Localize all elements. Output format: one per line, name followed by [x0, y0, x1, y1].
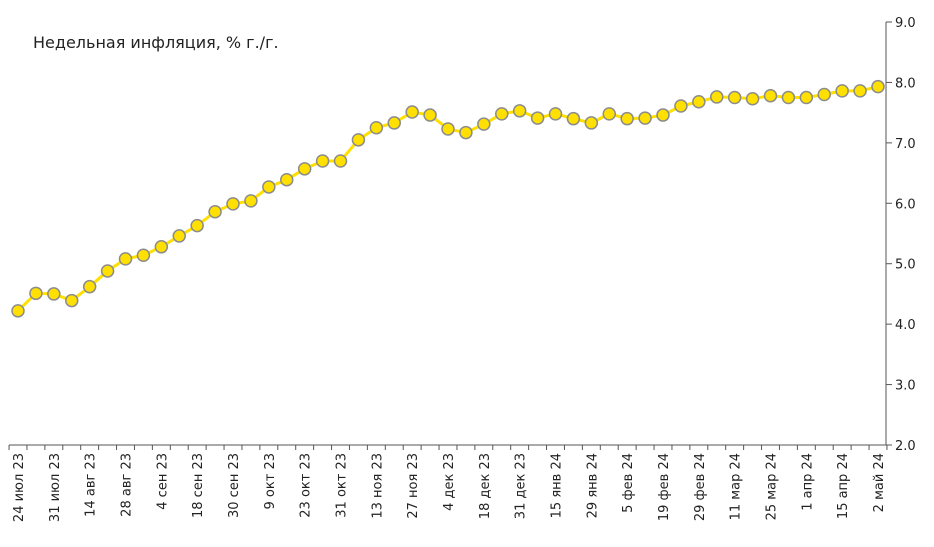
y-tick-label: 9.0 [895, 16, 916, 31]
x-tick-label: 24 июл 23 [12, 453, 27, 522]
marker [118, 252, 133, 266]
marker [11, 304, 25, 318]
x-tick-label: 15 апр 24 [836, 453, 851, 519]
marker [190, 218, 204, 233]
marker [853, 84, 867, 98]
marker [799, 90, 814, 105]
x-tick-label: 14 авг 23 [84, 453, 99, 517]
x-tick-label: 2 май 24 [872, 453, 887, 512]
y-tick-label: 5.0 [895, 258, 916, 273]
x-tick-label: 4 сен 23 [155, 453, 170, 510]
marker [763, 88, 778, 103]
marker [297, 162, 312, 176]
marker [172, 229, 186, 243]
marker [727, 90, 742, 105]
marker [82, 279, 97, 294]
chart-title: Недельная инфляция, % г./г. [33, 33, 279, 52]
marker [226, 197, 240, 211]
x-tick-label: 15 янв 24 [550, 453, 565, 518]
marker [244, 194, 258, 208]
marker [692, 95, 706, 109]
x-tick-label: 27 ноя 23 [406, 453, 421, 519]
marker [745, 91, 760, 106]
x-tick-label: 19 фев 24 [657, 453, 672, 521]
x-tick-label: 29 янв 24 [585, 453, 600, 518]
x-tick-label: 1 апр 24 [800, 453, 815, 511]
y-tick-label: 8.0 [895, 76, 916, 91]
x-tick-label: 23 окт 23 [299, 453, 314, 518]
marker [781, 90, 796, 105]
marker [710, 90, 724, 104]
marker [423, 108, 437, 122]
marker [47, 287, 61, 301]
marker [136, 248, 151, 263]
marker [369, 121, 384, 135]
marker [871, 79, 885, 94]
x-tick-label: 4 дек 23 [442, 453, 457, 511]
marker [315, 154, 330, 168]
marker [65, 293, 79, 308]
marker [262, 180, 276, 194]
x-tick-label: 25 мар 24 [765, 453, 780, 520]
marker [495, 107, 509, 121]
x-tick-label: 13 ноя 23 [370, 453, 385, 519]
x-tick-label: 18 дек 23 [478, 453, 493, 519]
marker [817, 87, 831, 102]
x-tick-label: 31 дек 23 [514, 453, 529, 519]
marker [441, 122, 455, 136]
x-tick-label: 5 фев 24 [621, 453, 636, 513]
marker [584, 116, 599, 130]
y-tick-label: 3.0 [895, 379, 916, 394]
x-tick-label: 30 сен 23 [227, 453, 242, 518]
x-tick-label: 31 окт 23 [335, 453, 350, 518]
y-tick-label: 6.0 [895, 197, 916, 212]
x-tick-label: 9 окт 23 [263, 453, 278, 509]
marker [512, 104, 527, 118]
marker [387, 116, 401, 130]
x-tick-label: 29 фев 24 [693, 453, 708, 521]
y-tick-label: 2.0 [895, 439, 916, 454]
marker [620, 111, 634, 126]
marker [154, 240, 169, 254]
marker [674, 99, 688, 113]
marker [602, 107, 616, 121]
marker [638, 111, 652, 125]
marker [477, 117, 491, 131]
x-tick-label: 31 июл 23 [48, 453, 63, 522]
marker [566, 111, 581, 126]
marker [333, 154, 348, 168]
marker [351, 133, 366, 147]
marker [656, 108, 670, 122]
marker [548, 107, 563, 121]
x-tick-label: 28 авг 23 [120, 453, 135, 517]
marker [405, 105, 419, 119]
marker [530, 111, 545, 125]
marker [100, 264, 115, 278]
series-line [16, 85, 879, 312]
marker [29, 286, 43, 301]
y-tick-label: 7.0 [895, 137, 916, 152]
marker [835, 84, 849, 98]
y-tick-label: 4.0 [895, 318, 916, 333]
marker [459, 125, 473, 140]
marker [280, 172, 294, 187]
marker [208, 204, 222, 219]
x-tick-label: 18 сен 23 [191, 453, 206, 518]
x-tick-label: 11 мар 24 [729, 453, 744, 520]
